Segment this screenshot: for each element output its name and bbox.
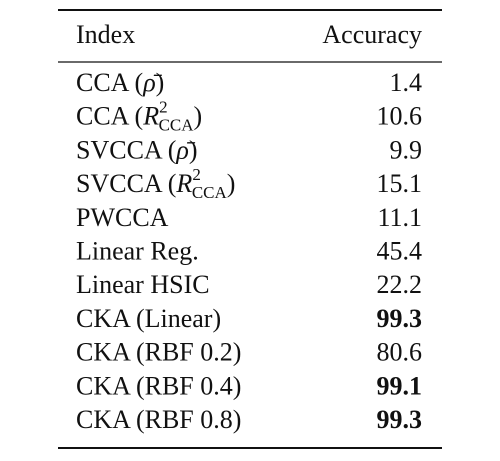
index-segment: SVCCA ( (76, 169, 176, 198)
index-segment: 2 (159, 98, 168, 117)
index-segment: SVCCA ( (76, 135, 176, 164)
header-index: Index (76, 20, 135, 49)
index-segment: CKA (RBF 0.2) (76, 338, 241, 367)
row-index: SVCCA (ρ̄) (76, 135, 198, 164)
row-index: CCA (R2 CCA) (76, 98, 202, 135)
index-segment: R (175, 169, 192, 198)
header-accuracy: Accuracy (322, 20, 422, 49)
row-accuracy: 1.4 (390, 68, 423, 97)
row-index: Linear HSIC (76, 270, 210, 299)
index-segment: CCA (159, 116, 195, 135)
row-index: Linear Reg. (76, 236, 199, 265)
index-segment: Linear HSIC (76, 270, 210, 299)
row-index: CKA (RBF 0.4) (76, 371, 241, 400)
index-segment: CKA (Linear) (76, 304, 221, 333)
row-accuracy: 45.4 (377, 236, 423, 265)
index-segment: ) (189, 135, 198, 164)
index-segment: ) (227, 169, 236, 198)
index-segment: CKA (RBF 0.8) (76, 405, 241, 434)
row-accuracy: 10.6 (377, 102, 423, 131)
row-accuracy: 11.1 (377, 203, 422, 232)
row-index: CKA (RBF 0.8) (76, 405, 241, 434)
index-segment: ) (156, 68, 165, 97)
row-accuracy: 22.2 (377, 270, 423, 299)
row-accuracy: 15.1 (377, 169, 423, 198)
index-segment: CCA ( (76, 68, 143, 97)
index-segment: CCA ( (76, 102, 143, 131)
row-accuracy: 9.9 (390, 135, 423, 164)
row-index: PWCCA (76, 203, 169, 232)
row-accuracy: 99.1 (377, 371, 423, 400)
row-accuracy: 80.6 (377, 338, 423, 367)
row-index: CKA (RBF 0.2) (76, 338, 241, 367)
row-index: CCA (ρ̄) (76, 68, 164, 97)
row-index: SVCCA (R2 CCA) (76, 165, 235, 202)
row-accuracy: 99.3 (377, 405, 423, 434)
index-segment: CKA (RBF 0.4) (76, 371, 241, 400)
index-segment: Linear Reg. (76, 236, 199, 265)
index-segment: R (142, 102, 159, 131)
index-segment: CCA (192, 183, 228, 202)
index-segment: 2 (192, 165, 201, 184)
row-index: CKA (Linear) (76, 304, 221, 333)
index-segment: ) (194, 102, 203, 131)
row-accuracy: 99.3 (377, 304, 423, 333)
index-segment: PWCCA (76, 203, 169, 232)
